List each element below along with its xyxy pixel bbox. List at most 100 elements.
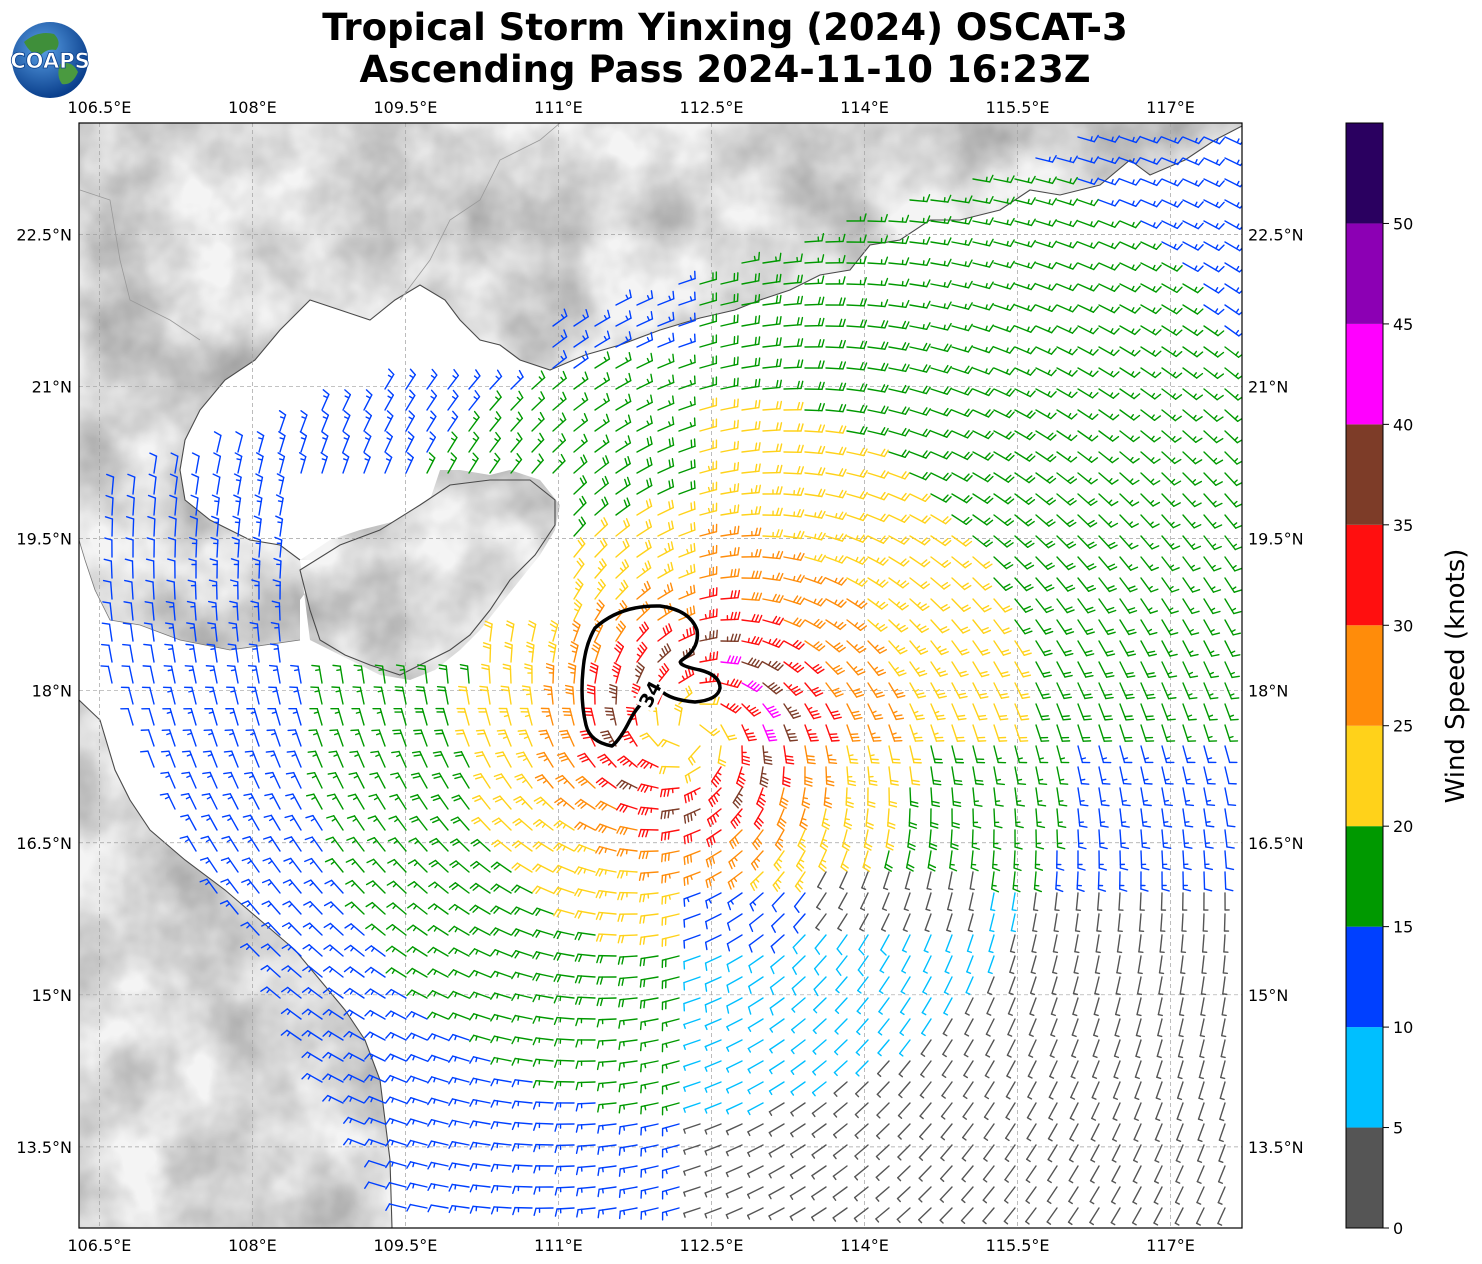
wind-barb [951,451,973,461]
wind-barb [1077,829,1087,850]
wind-barb [1140,367,1162,379]
wind-barb [928,829,938,851]
wind-barb [1014,808,1024,829]
wind-barb [244,750,260,768]
lon-tick-label-top: 112.5°E [680,98,744,117]
lon-tick-label-top: 115.5°E [986,98,1050,117]
wind-barb [1098,135,1120,143]
wind-barb [268,686,281,705]
wind-barb [1119,220,1141,229]
wind-barb [930,808,939,829]
wind-barb [1182,241,1204,251]
wind-barb [594,475,609,495]
wind-barb [553,930,575,940]
wind-barb [532,863,554,873]
wind-barb [835,976,848,994]
wind-barb [168,515,177,537]
wind-barb [596,1060,617,1071]
wind-barb [855,1060,869,1077]
wind-barb [469,904,491,915]
wind-barb [1035,724,1050,742]
wind-barb [251,579,260,600]
wind-barb [846,469,868,478]
wind-barb [783,661,805,673]
wind-barb [762,422,783,432]
wind-barb [1203,640,1220,657]
wind-barb [804,488,826,498]
wind-barb [972,703,988,721]
wind-barb [811,1186,827,1201]
wind-barb [1014,787,1026,807]
wind-barb [594,309,611,327]
wind-barb [452,772,470,789]
wind-barb [683,976,701,991]
wind-barb [982,1207,995,1225]
wind-barb [1195,1207,1205,1226]
wind-barb [1098,682,1114,700]
wind-barb [1119,640,1137,657]
wind-barb [213,431,222,453]
wind-barb [888,682,906,699]
wind-barb [408,837,428,852]
wind-barb [260,943,281,957]
wind-barb [639,1018,659,1031]
wind-barb [816,892,827,911]
wind-barb [833,1060,848,1077]
wind-barb [490,1121,512,1130]
wind-barb [1182,178,1204,187]
wind-barb [993,787,1004,807]
wind-barb [741,680,763,693]
wind-barb [1091,1060,1100,1079]
wind-barb [888,514,910,523]
wind-barb [435,707,449,726]
wind-barb [888,235,910,245]
wind-barb [1035,155,1057,163]
wind-barb [1049,1039,1058,1058]
wind-barb [657,582,674,600]
wind-barb [1140,766,1153,785]
wind-barb [1056,430,1078,442]
wind-barb [228,622,239,642]
wind-barb [1119,745,1133,764]
wind-barb [332,664,344,684]
wind-barb [474,751,491,768]
wind-barb [447,389,459,411]
wind-barb [732,787,743,809]
wind-barb [526,641,535,663]
wind-barb [919,1102,932,1120]
wind-barb [595,868,617,877]
wind-barb [705,892,722,909]
wind-barb [278,410,287,432]
wind-barb [470,838,491,852]
wind-barb [661,976,680,990]
wind-barb [242,814,260,831]
wind-barb [683,1102,701,1113]
wind-barb [1160,913,1166,932]
wind-barb [1004,1123,1016,1142]
wind-barb [531,432,545,453]
wind-barb [1119,199,1141,207]
wind-barb [160,771,176,789]
wind-barb [791,976,806,996]
wind-barb [804,317,825,327]
wind-barb [657,643,672,663]
wind-barb [186,600,197,621]
wind-barb [547,641,557,663]
wind-barb [1140,850,1150,871]
wind-barb [1098,808,1109,828]
wind-barb [972,367,994,375]
wind-barb [190,494,199,516]
wind-barb [191,473,200,495]
wind-barb [699,544,718,558]
wind-barb [972,387,994,397]
wind-barb [888,661,907,677]
wind-barb [616,803,638,813]
wind-barb [678,625,696,642]
wind-barb [661,1039,680,1053]
wind-barb [972,514,994,526]
wind-barb [804,402,825,412]
wind-barb [427,1183,449,1191]
wind-barb [1182,472,1203,486]
wind-barb [748,955,764,974]
wind-barb [409,794,428,810]
